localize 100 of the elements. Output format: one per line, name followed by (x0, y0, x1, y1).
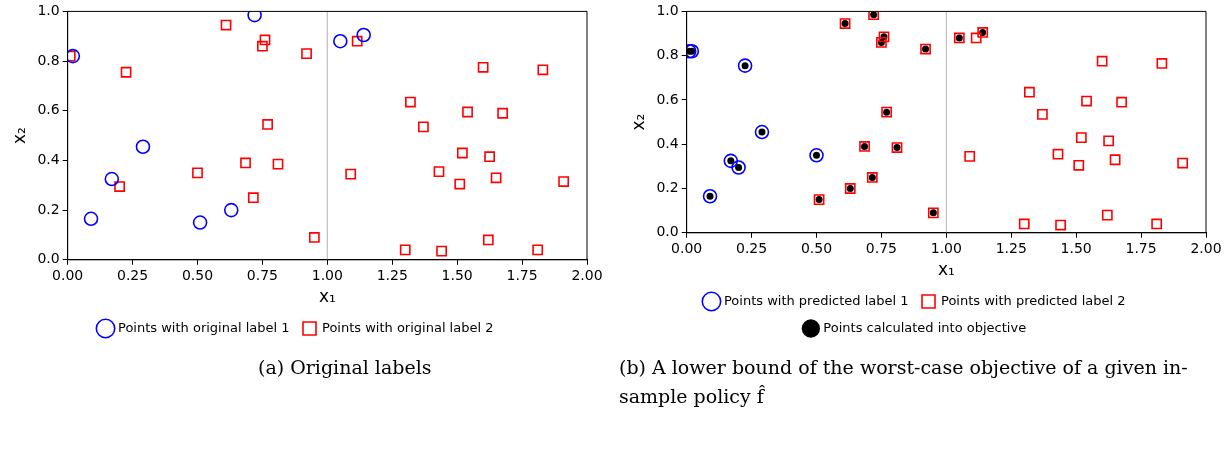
point (1052, 148, 1064, 160)
point (1177, 157, 1189, 169)
point (964, 151, 976, 162)
legend-label: Points with predicted label 2 (941, 292, 1126, 308)
y-tick-label: 1.0 (656, 2, 679, 19)
y-tick-label: 0.6 (37, 101, 60, 118)
point (731, 160, 746, 175)
x-tick-label: 1.50 (441, 266, 473, 283)
y-tick-label: 0.2 (656, 179, 679, 196)
point (737, 58, 753, 73)
text: (a) Original labels (257, 355, 433, 380)
point (301, 48, 312, 60)
point (1037, 108, 1048, 120)
point (259, 34, 271, 46)
y-tick-label: 0.2 (37, 200, 60, 217)
y-tick-label: 0.4 (37, 151, 60, 168)
point (345, 168, 357, 180)
y-tick-label: 0.4 (656, 134, 679, 151)
point (436, 245, 447, 257)
x-tick-label: 0.50 (800, 239, 833, 256)
x-tick-label: 0.75 (246, 266, 278, 283)
point (1024, 86, 1035, 98)
point (308, 232, 320, 243)
point (537, 64, 549, 76)
y-tick-label: 0.0 (37, 250, 60, 267)
y-axis-title: x₂ (8, 127, 29, 145)
point (433, 166, 445, 178)
point (1101, 209, 1113, 221)
legend-label: Points calculated into objective (823, 319, 1027, 335)
point (262, 119, 274, 130)
point (1055, 219, 1066, 231)
y-tick-label: 0.6 (656, 90, 679, 107)
x-tick-label: 0.00 (52, 266, 84, 283)
point (257, 40, 268, 52)
x-tick-label: 1.00 (311, 266, 343, 283)
point (558, 176, 570, 187)
point (405, 96, 416, 108)
x-tick-label: 0.25 (117, 266, 149, 283)
x-axis-title: x₁ (318, 286, 336, 307)
legend-label: Points with original label 1 (118, 319, 290, 335)
point (240, 157, 251, 169)
legend-label: Points with predicted label 1 (723, 292, 909, 308)
point (754, 124, 770, 140)
point (399, 244, 411, 256)
y-tick-label: 0.8 (37, 51, 60, 68)
point (192, 167, 203, 179)
legend-label: Points with original label 2 (322, 319, 494, 335)
point (723, 153, 739, 169)
y-tick-label: 0.0 (656, 223, 679, 240)
point (114, 181, 125, 192)
point (83, 211, 99, 227)
point (1018, 218, 1030, 230)
text: (b) A lower bound of the worst-case objective of a given in-sample policy f̂ (619, 355, 1189, 409)
point (490, 172, 502, 184)
point (477, 61, 489, 73)
x-tick-label: 1.25 (995, 239, 1027, 256)
point (1156, 58, 1168, 69)
point (135, 139, 151, 155)
point (418, 121, 429, 133)
x-tick-label: 0.75 (865, 239, 897, 256)
y-tick-label: 1.0 (37, 2, 60, 19)
point (1073, 159, 1085, 171)
x-tick-label: 1.75 (1125, 239, 1157, 256)
y-tick-label: 0.8 (656, 46, 679, 63)
point (192, 215, 208, 230)
point (1109, 154, 1121, 166)
point (220, 19, 232, 31)
point (462, 106, 473, 118)
point (1116, 96, 1127, 108)
point (970, 32, 982, 44)
point (482, 234, 494, 246)
point (484, 151, 496, 163)
point (247, 192, 259, 204)
x-tick-label: 0.25 (736, 239, 768, 256)
point (104, 171, 120, 187)
x-tick-label: 1.00 (930, 239, 962, 256)
y-axis-title: x₂ (627, 113, 648, 131)
point (532, 244, 544, 256)
point (223, 202, 239, 218)
x-tick-label: 0.00 (671, 239, 703, 256)
point (809, 148, 824, 163)
point (1096, 55, 1108, 67)
point (272, 158, 284, 170)
point (333, 33, 348, 49)
point (1151, 218, 1163, 230)
point (497, 107, 508, 119)
point (1075, 132, 1087, 143)
point (456, 147, 468, 159)
point (351, 35, 363, 47)
point (247, 11, 262, 23)
point (702, 188, 718, 204)
x-tick-label: 1.25 (376, 266, 408, 283)
x-tick-label: 0.50 (181, 266, 214, 283)
x-tick-label: 1.50 (1060, 239, 1092, 256)
point (67, 48, 81, 64)
point (454, 178, 466, 190)
point (120, 66, 132, 78)
x-tick-label: 2.00 (1190, 239, 1222, 256)
point (1103, 135, 1115, 147)
x-tick-label: 1.75 (506, 266, 538, 283)
